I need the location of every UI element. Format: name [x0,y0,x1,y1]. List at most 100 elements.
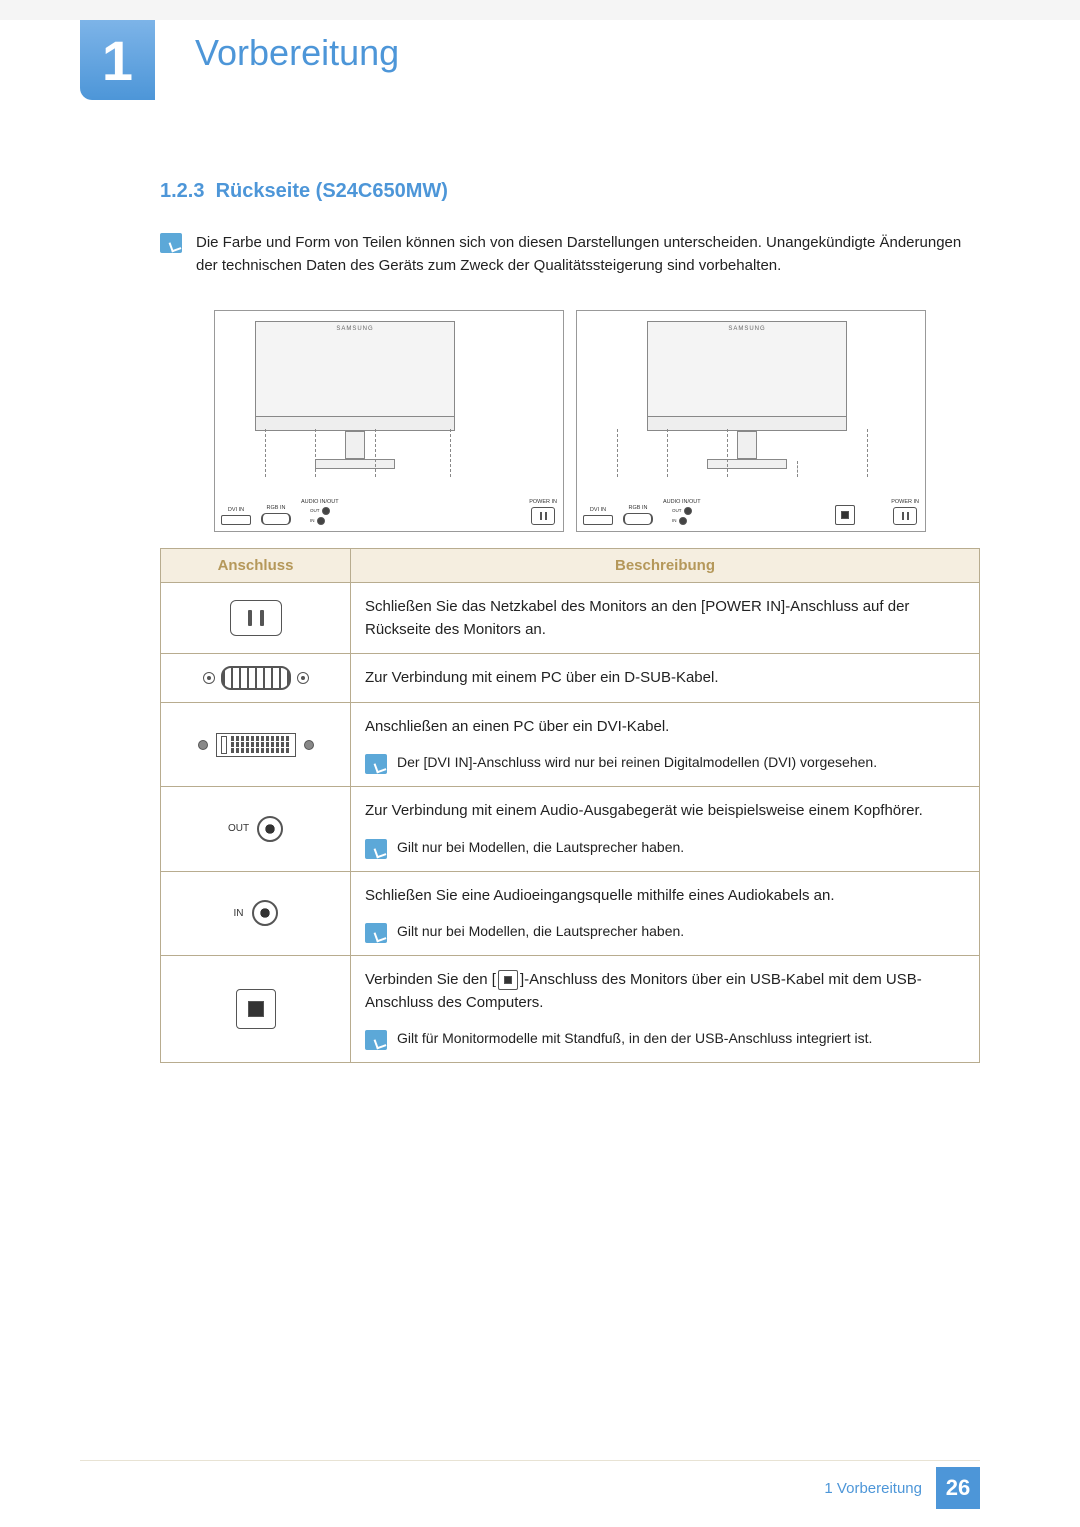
col-header-port: Anschluss [161,548,351,582]
port-label-audio: AUDIO IN/OUT [301,499,339,505]
table-row: Anschließen an einen PC über ein DVI-Kab… [161,703,980,787]
port-label-rgb: RGB IN [267,505,286,511]
desc-usb-pre: Verbinden Sie den [ [365,971,496,988]
desc-audio-in: Schließen Sie eine Audioeingangsquelle m… [351,871,980,955]
port-power-icon [893,507,917,525]
table-header-row: Anschluss Beschreibung [161,548,980,582]
ports-table: Anschluss Beschreibung Schließen Sie das… [160,548,980,1064]
dvi-sub-note: Der [DVI IN]-Anschluss wird nur bei rein… [365,752,965,774]
port-label-power: POWER IN [891,499,919,505]
conn-cell-power [161,582,351,654]
audio-in-label: IN [234,908,244,919]
port-audio-icon: OUT IN [310,507,330,525]
section-number: 1.2.3 [160,180,204,202]
callout [667,429,668,477]
monitor-back: SAMSUNG [255,321,455,431]
callout [315,429,316,477]
port-label-rgb: RGB IN [629,505,648,511]
conn-cell-audio-out: OUT [161,787,351,871]
port-audio-icon: OUT IN [672,507,692,525]
dsub-connector-icon [203,666,309,690]
port-dvi-icon [221,515,251,525]
page-number: 26 [946,1475,970,1501]
desc-dsub: Zur Verbindung mit einem PC über ein D-S… [351,654,980,703]
desc-dvi-text: Anschließen an einen PC über ein DVI-Kab… [365,718,669,735]
monitor-base [315,459,395,469]
desc-power: Schließen Sie das Netzkabel des Monitors… [351,582,980,654]
usb-inline-icon [498,970,518,990]
diagram-right: SAMSUNG DVI IN RGB IN AUDIO IN/OUT OUT I… [576,310,926,532]
table-row: OUT Zur Verbindung mit einem Audio-Ausga… [161,787,980,871]
section-title: Rückseite (S24C650MW) [216,180,448,202]
port-dvi-icon [583,515,613,525]
port-area: DVI IN RGB IN AUDIO IN/OUT OUT IN POWER … [583,475,919,525]
page-number-badge: 26 [936,1467,980,1509]
monitor-brand: SAMSUNG [728,326,765,332]
audio-out-sub-note: Gilt nur bei Modellen, die Lautsprecher … [365,837,965,859]
chapter-number: 1 [102,28,133,93]
callout [375,429,376,477]
monitor-neck [737,431,757,459]
conn-cell-usb [161,955,351,1063]
desc-audio-in-text: Schließen Sie eine Audioeingangsquelle m… [365,887,835,904]
port-label-dvi: DVI IN [590,507,606,513]
footer-text: 1 Vorbereitung [824,1480,922,1497]
note-icon [365,1030,387,1050]
chapter-badge: 1 [80,20,155,100]
intro-note: Die Farbe und Form von Teilen können sic… [160,231,980,278]
monitor-back: SAMSUNG [647,321,847,431]
port-label-dvi: DVI IN [228,507,244,513]
audio-out-label: OUT [228,823,249,834]
page-footer: 1 Vorbereitung 26 [824,1467,980,1509]
note-icon [365,754,387,774]
power-connector-icon [230,600,282,636]
note-icon [160,233,182,253]
port-label-audio: AUDIO IN/OUT [663,499,701,505]
port-power-icon [531,507,555,525]
note-icon [365,923,387,943]
desc-dvi: Anschließen an einen PC über ein DVI-Kab… [351,703,980,787]
monitor-base [707,459,787,469]
usb-connector-icon [236,989,276,1029]
monitor-brand: SAMSUNG [336,326,373,332]
monitor-port-strip [256,416,454,430]
audio-out-connector-icon: OUT [228,816,283,842]
dvi-sub-note-text: Der [DVI IN]-Anschluss wird nur bei rein… [397,752,877,774]
usb-sub-note-text: Gilt für Monitormodelle mit Standfuß, in… [397,1028,872,1050]
footer-divider [80,1460,980,1461]
table-row: IN Schließen Sie eine Audioeingangsquell… [161,871,980,955]
dvi-connector-icon [198,733,314,757]
diagram-left: SAMSUNG DVI IN RGB IN AUDIO IN/OUT OUT I… [214,310,564,532]
callout [617,429,618,477]
table-row: Schließen Sie das Netzkabel des Monitors… [161,582,980,654]
note-icon [365,839,387,859]
top-bar [0,0,1080,20]
chapter-title: Vorbereitung [195,32,399,74]
conn-cell-audio-in: IN [161,871,351,955]
conn-cell-dvi [161,703,351,787]
port-usb-icon [835,505,855,525]
diagram-row: SAMSUNG DVI IN RGB IN AUDIO IN/OUT OUT I… [160,310,980,532]
intro-note-text: Die Farbe und Form von Teilen können sic… [196,231,980,278]
port-rgb-icon [623,513,653,525]
desc-audio-out: Zur Verbindung mit einem Audio-Ausgabege… [351,787,980,871]
callout [450,429,451,477]
audio-in-sub-note: Gilt nur bei Modellen, die Lautsprecher … [365,921,965,943]
content-area: 1.2.3 Rückseite (S24C650MW) Die Farbe un… [160,180,980,1063]
port-area: DVI IN RGB IN AUDIO IN/OUT OUT IN POWER … [221,475,557,525]
col-header-desc: Beschreibung [351,548,980,582]
audio-out-sub-note-text: Gilt nur bei Modellen, die Lautsprecher … [397,837,684,859]
audio-in-sub-note-text: Gilt nur bei Modellen, die Lautsprecher … [397,921,684,943]
table-row: Verbinden Sie den []-Anschluss des Monit… [161,955,980,1063]
desc-usb: Verbinden Sie den []-Anschluss des Monit… [351,955,980,1063]
desc-audio-out-text: Zur Verbindung mit einem Audio-Ausgabege… [365,802,923,819]
table-row: Zur Verbindung mit einem PC über ein D-S… [161,654,980,703]
conn-cell-dsub [161,654,351,703]
callout [727,429,728,477]
audio-in-connector-icon: IN [234,900,278,926]
monitor-neck [345,431,365,459]
port-label-power: POWER IN [529,499,557,505]
callout [265,429,266,477]
usb-sub-note: Gilt für Monitormodelle mit Standfuß, in… [365,1028,965,1050]
section-heading: 1.2.3 Rückseite (S24C650MW) [160,180,980,203]
